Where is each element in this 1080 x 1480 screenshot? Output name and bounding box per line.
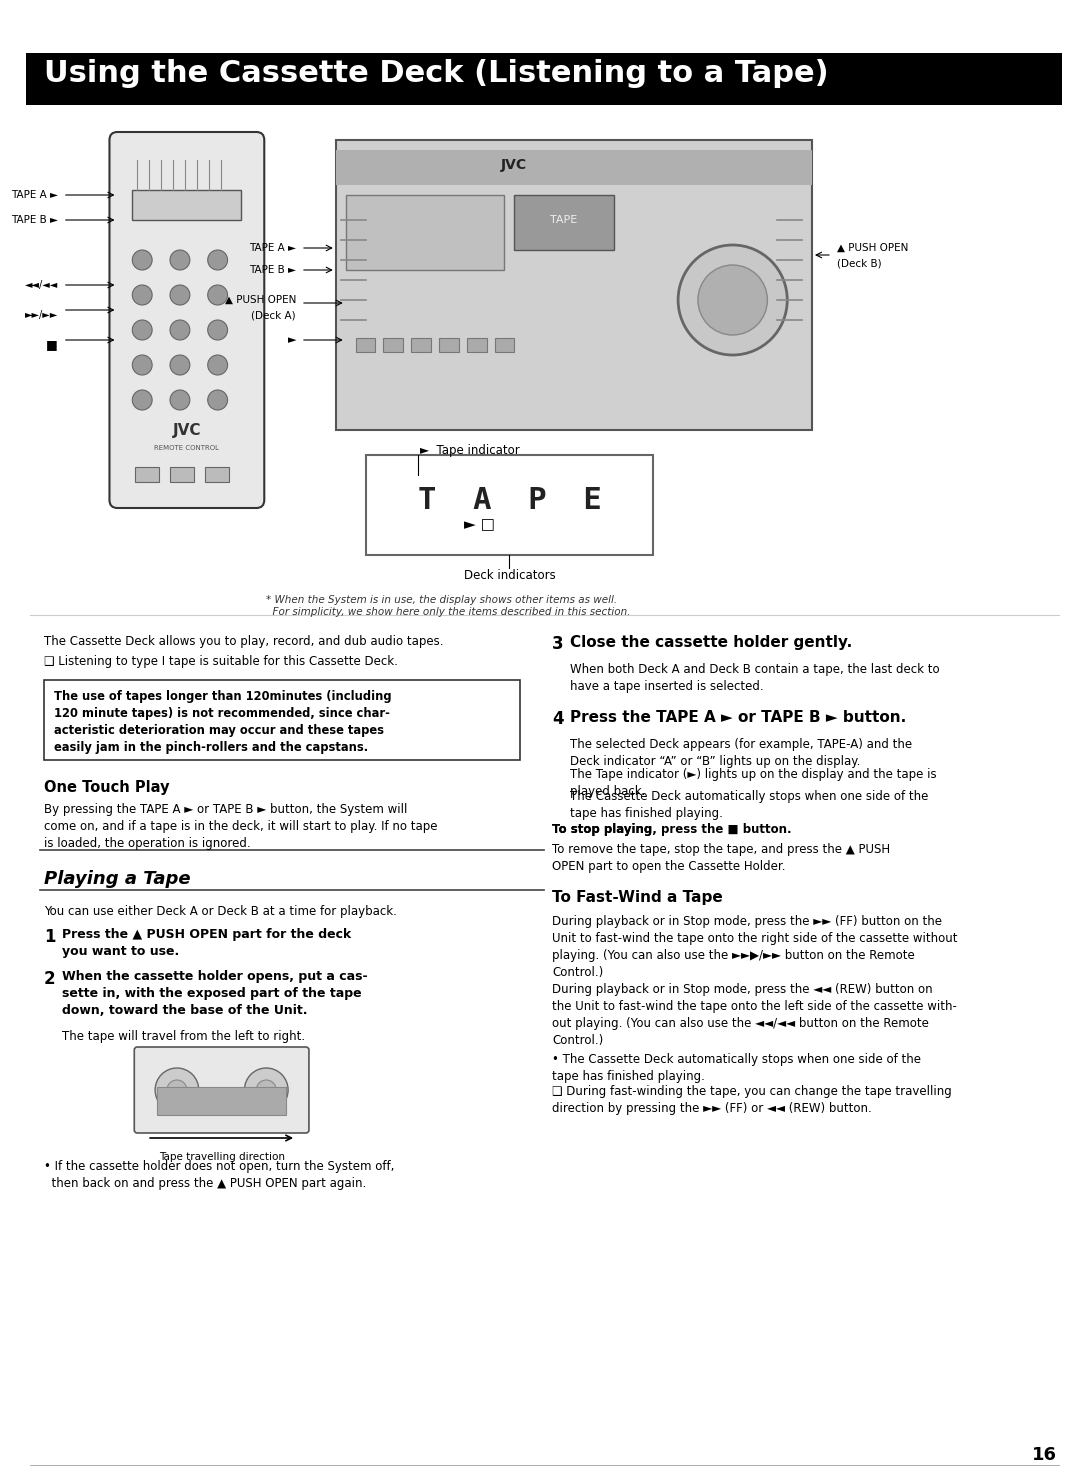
Text: Playing a Tape: Playing a Tape xyxy=(44,870,190,888)
Text: TAPE A ►: TAPE A ► xyxy=(11,189,58,200)
Circle shape xyxy=(132,355,152,374)
Text: To stop playing: To stop playing xyxy=(552,823,652,836)
Circle shape xyxy=(170,355,190,374)
Text: Press the ▲ PUSH OPEN part for the deck
you want to use.: Press the ▲ PUSH OPEN part for the deck … xyxy=(62,928,351,958)
Bar xyxy=(365,454,653,555)
Circle shape xyxy=(698,265,768,334)
Bar xyxy=(346,195,504,269)
Text: To stop playing, press the ■ button.: To stop playing, press the ■ button. xyxy=(552,823,792,836)
Circle shape xyxy=(156,1069,199,1111)
Bar xyxy=(514,195,613,250)
Text: By pressing the TAPE A ► or TAPE B ► button, the System will
come on, and if a t: By pressing the TAPE A ► or TAPE B ► but… xyxy=(44,804,437,850)
Circle shape xyxy=(207,286,228,305)
Text: During playback or in Stop mode, press the ►► (FF) button on the
Unit to fast-wi: During playback or in Stop mode, press t… xyxy=(552,915,958,978)
Text: REMOTE CONTROL: REMOTE CONTROL xyxy=(154,445,219,451)
Text: ❑ Listening to type I tape is suitable for this Cassette Deck.: ❑ Listening to type I tape is suitable f… xyxy=(44,656,397,667)
FancyBboxPatch shape xyxy=(336,141,812,431)
Circle shape xyxy=(170,286,190,305)
FancyBboxPatch shape xyxy=(109,132,265,508)
Bar xyxy=(44,679,521,761)
Text: When both Deck A and Deck B contain a tape, the last deck to
have a tape inserte: When both Deck A and Deck B contain a ta… xyxy=(570,663,940,693)
Text: 16: 16 xyxy=(1031,1446,1056,1464)
Bar xyxy=(135,468,159,482)
Text: 4: 4 xyxy=(552,710,564,728)
Circle shape xyxy=(167,1080,187,1100)
Text: ▲ PUSH OPEN: ▲ PUSH OPEN xyxy=(837,243,908,253)
Text: • If the cassette holder does not open, turn the System off,
  then back on and : • If the cassette holder does not open, … xyxy=(44,1160,394,1190)
Circle shape xyxy=(170,250,190,269)
Circle shape xyxy=(244,1069,288,1111)
Text: You can use either Deck A or Deck B at a time for playback.: You can use either Deck A or Deck B at a… xyxy=(44,904,396,918)
Text: 3: 3 xyxy=(552,635,564,653)
Circle shape xyxy=(132,250,152,269)
Bar xyxy=(467,337,487,352)
Text: T  A  P  E: T A P E xyxy=(418,485,602,515)
Text: During playback or in Stop mode, press the ◄◄ (REW) button on
the Unit to fast-w: During playback or in Stop mode, press t… xyxy=(552,983,957,1046)
Text: Close the cassette holder gently.: Close the cassette holder gently. xyxy=(570,635,852,650)
Text: TAPE B ►: TAPE B ► xyxy=(249,265,296,275)
Text: ► □: ► □ xyxy=(464,518,495,533)
Text: ►: ► xyxy=(287,334,296,345)
Text: Using the Cassette Deck (Listening to a Tape): Using the Cassette Deck (Listening to a … xyxy=(44,59,828,87)
Bar xyxy=(355,337,376,352)
Text: ►►/►►: ►►/►► xyxy=(25,309,58,320)
Text: (Deck A): (Deck A) xyxy=(252,309,296,320)
Text: When the cassette holder opens, put a cas-
sette in, with the exposed part of th: When the cassette holder opens, put a ca… xyxy=(62,969,367,1017)
Bar xyxy=(411,337,431,352)
Text: TAPE B ►: TAPE B ► xyxy=(11,215,58,225)
Circle shape xyxy=(132,320,152,340)
Circle shape xyxy=(256,1080,276,1100)
Bar xyxy=(157,1086,286,1114)
Bar xyxy=(170,468,193,482)
Text: The tape will travel from the left to right.: The tape will travel from the left to ri… xyxy=(62,1030,305,1043)
Circle shape xyxy=(207,355,228,374)
Bar xyxy=(383,337,403,352)
FancyBboxPatch shape xyxy=(134,1046,309,1134)
Text: TAPE A ►: TAPE A ► xyxy=(249,243,296,253)
Text: To Fast-Wind a Tape: To Fast-Wind a Tape xyxy=(552,889,723,904)
Text: 2: 2 xyxy=(44,969,55,989)
Bar xyxy=(495,337,514,352)
Text: TAPE: TAPE xyxy=(551,215,578,225)
Text: Tape travelling direction: Tape travelling direction xyxy=(159,1151,285,1162)
Bar xyxy=(438,337,459,352)
Text: JVC: JVC xyxy=(501,158,527,172)
Text: The selected Deck appears (for example, TAPE-A) and the
Deck indicator “A” or “B: The selected Deck appears (for example, … xyxy=(570,739,912,768)
Text: ■: ■ xyxy=(46,339,58,352)
Circle shape xyxy=(170,391,190,410)
Text: • The Cassette Deck automatically stops when one side of the
tape has finished p: • The Cassette Deck automatically stops … xyxy=(552,1052,921,1083)
Text: 1: 1 xyxy=(44,928,55,946)
Circle shape xyxy=(207,391,228,410)
Circle shape xyxy=(132,286,152,305)
Text: To remove the tape, stop the tape, and press the ▲ PUSH
OPEN part to open the Ca: To remove the tape, stop the tape, and p… xyxy=(552,844,890,873)
Text: Deck indicators: Deck indicators xyxy=(463,568,555,582)
Circle shape xyxy=(207,250,228,269)
Text: One Touch Play: One Touch Play xyxy=(44,780,170,795)
Text: The Cassette Deck allows you to play, record, and dub audio tapes.: The Cassette Deck allows you to play, re… xyxy=(44,635,444,648)
Text: JVC: JVC xyxy=(173,422,201,438)
Text: ►  Tape indicator: ► Tape indicator xyxy=(420,444,519,456)
Circle shape xyxy=(207,320,228,340)
Text: ◄◄/◄◄: ◄◄/◄◄ xyxy=(25,280,58,290)
Text: ▲ PUSH OPEN: ▲ PUSH OPEN xyxy=(225,295,296,305)
Bar xyxy=(205,468,229,482)
Text: The Tape indicator (►) lights up on the display and the tape is
played back.: The Tape indicator (►) lights up on the … xyxy=(570,768,936,798)
Bar xyxy=(336,149,812,185)
Text: Press the TAPE A ► or TAPE B ► button.: Press the TAPE A ► or TAPE B ► button. xyxy=(570,710,906,725)
Circle shape xyxy=(678,246,787,355)
Bar xyxy=(132,189,242,221)
Text: The use of tapes longer than 120minutes (including
120 minute tapes) is not reco: The use of tapes longer than 120minutes … xyxy=(54,690,392,753)
Text: ❑ During fast-winding the tape, you can change the tape travelling
direction by : ❑ During fast-winding the tape, you can … xyxy=(552,1085,951,1114)
Circle shape xyxy=(132,391,152,410)
Text: The Cassette Deck automatically stops when one side of the
tape has finished pla: The Cassette Deck automatically stops wh… xyxy=(570,790,929,820)
Text: (Deck B): (Deck B) xyxy=(837,258,881,268)
Text: * When the System is in use, the display shows other items as well.
  For simpli: * When the System is in use, the display… xyxy=(267,595,631,617)
FancyBboxPatch shape xyxy=(26,53,1062,105)
Circle shape xyxy=(170,320,190,340)
